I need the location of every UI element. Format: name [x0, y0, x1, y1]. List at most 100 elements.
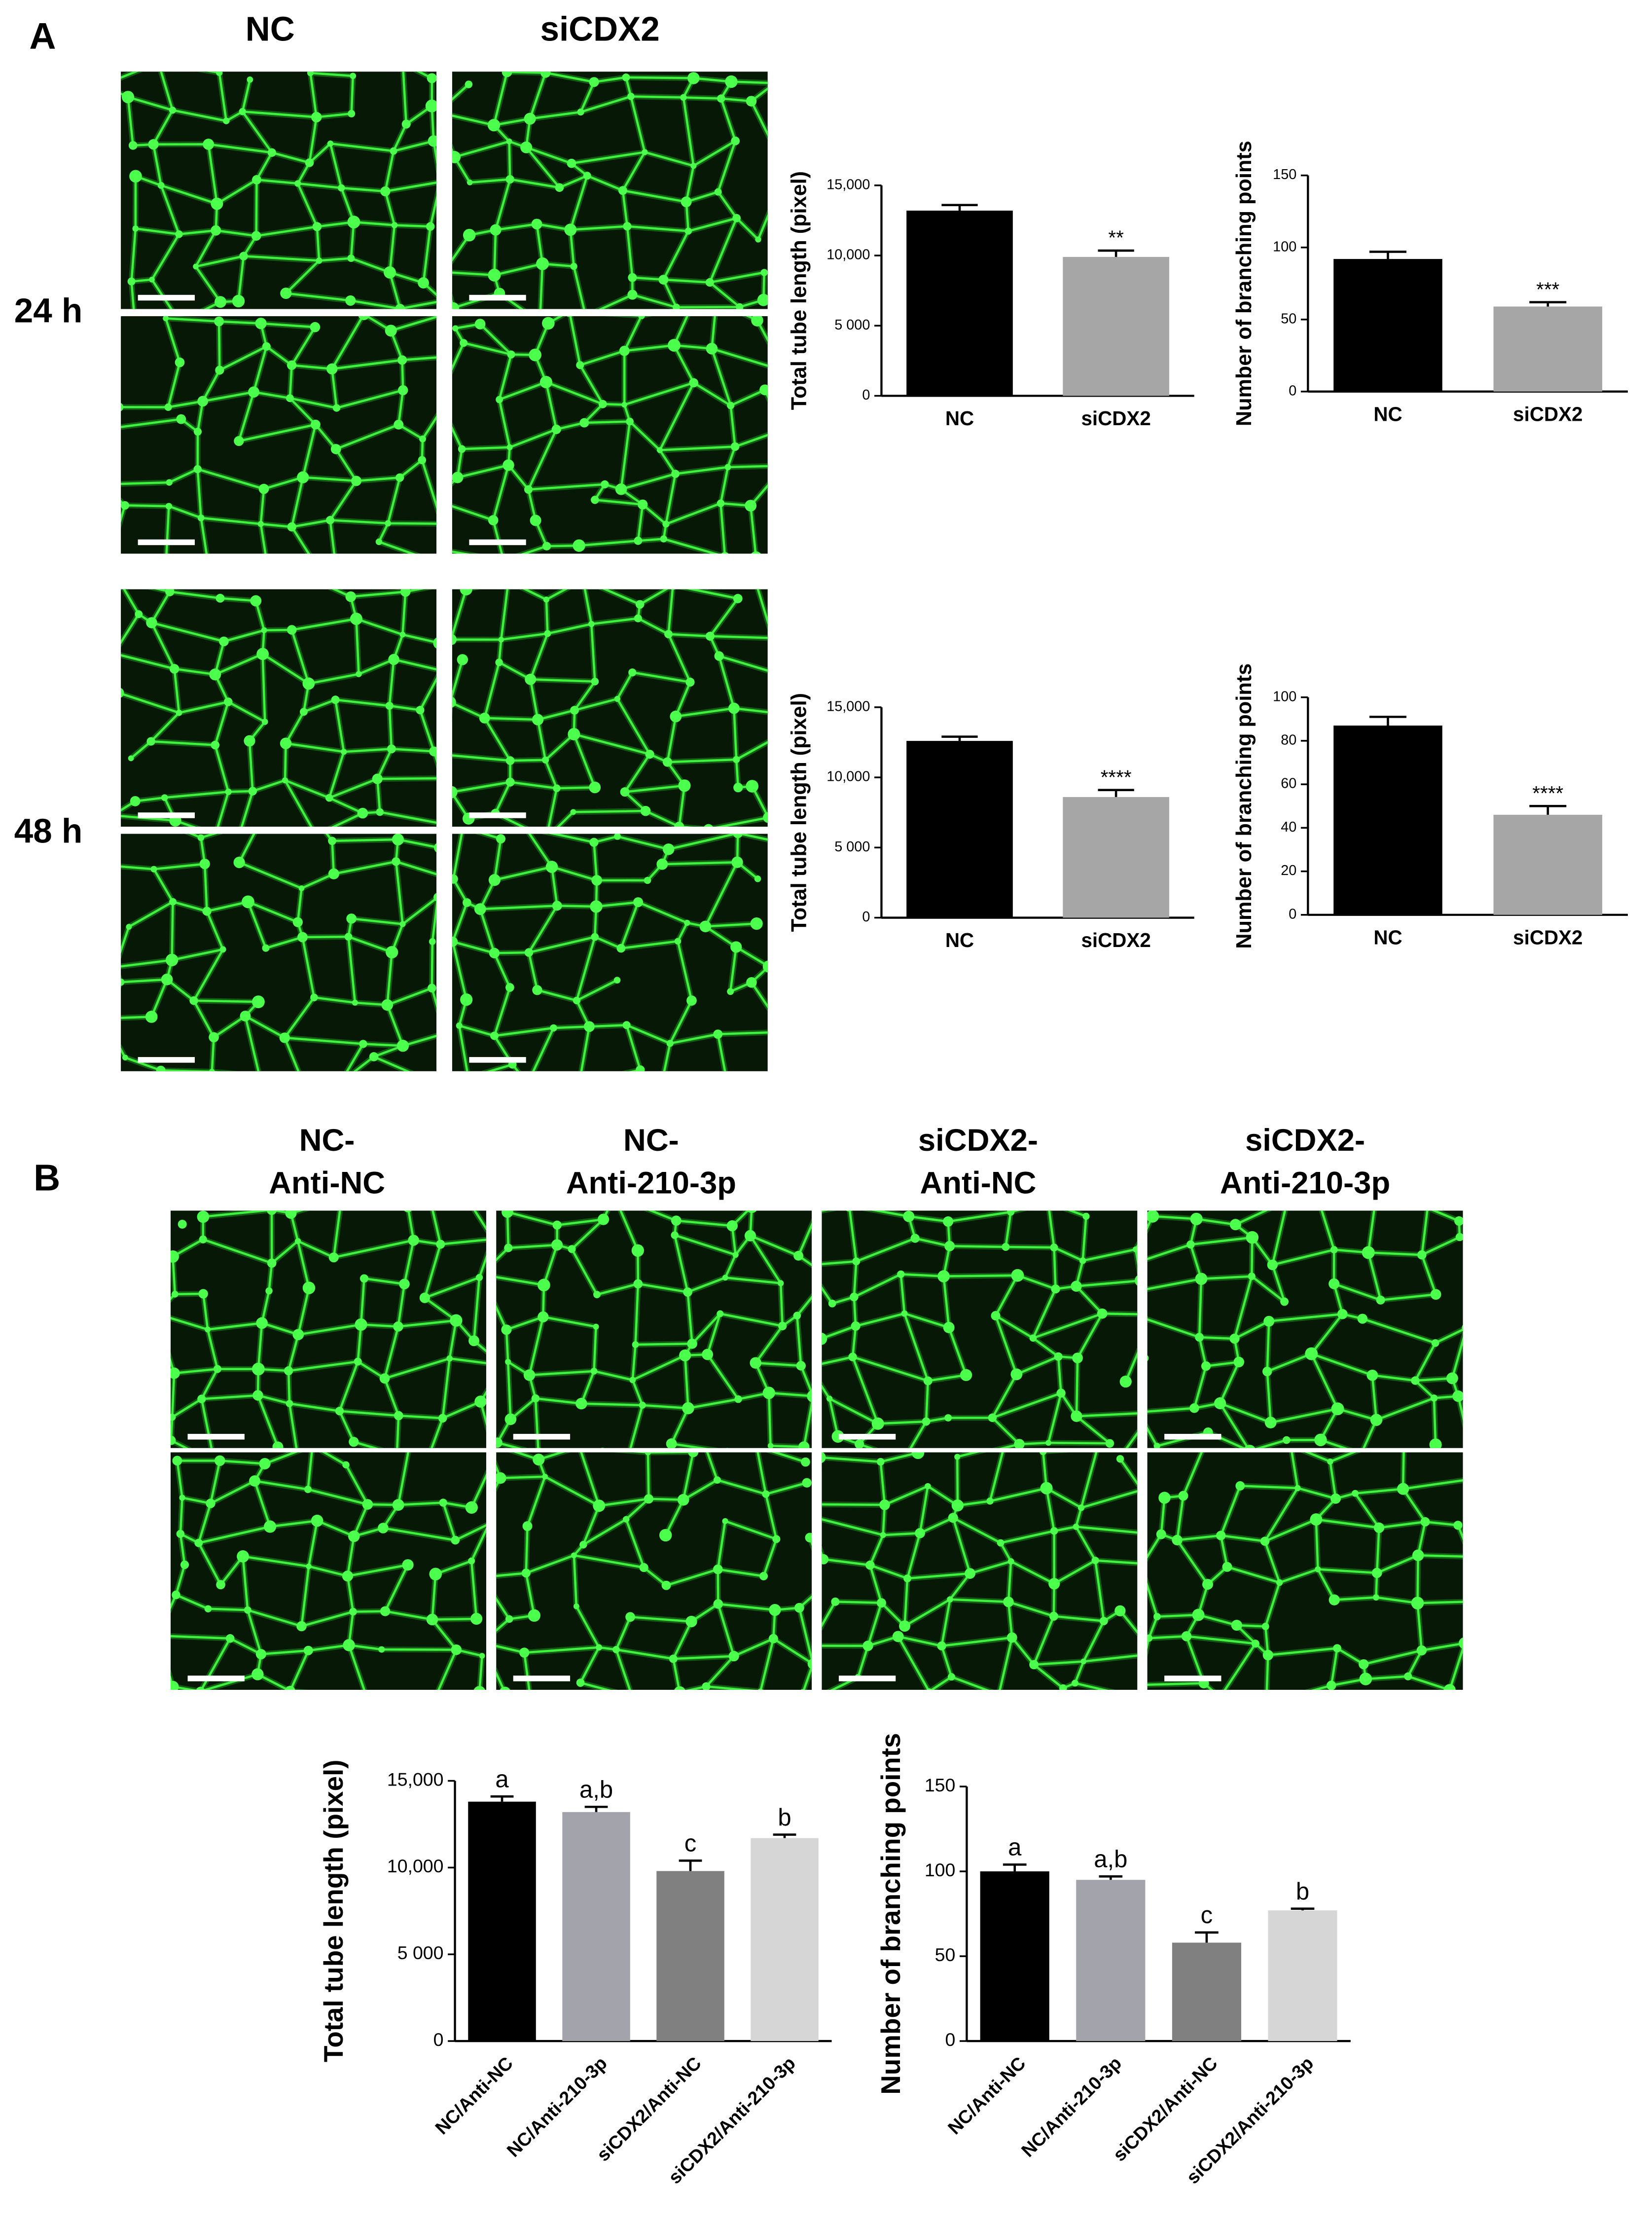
node [520, 141, 533, 153]
node [150, 866, 157, 873]
node [1373, 1594, 1379, 1601]
node [1329, 1278, 1340, 1289]
node [1251, 1640, 1259, 1648]
node [598, 400, 607, 408]
node [573, 1603, 579, 1609]
node [169, 107, 177, 114]
node [450, 580, 456, 585]
significance-label: ** [1108, 226, 1124, 249]
node [342, 1570, 354, 1582]
node [256, 648, 269, 660]
node [593, 1291, 601, 1299]
node [628, 1693, 636, 1701]
node [395, 304, 405, 309]
node [722, 1518, 728, 1524]
node [479, 712, 490, 724]
node [568, 1245, 576, 1253]
node [800, 1689, 805, 1690]
node [193, 465, 202, 474]
tubes [496, 1452, 812, 1690]
node [505, 175, 514, 184]
node [1202, 1579, 1213, 1590]
node [489, 948, 500, 958]
node [251, 1362, 265, 1376]
node [948, 1513, 958, 1523]
node [146, 737, 155, 746]
x-tick-label: NC [1373, 403, 1402, 426]
micrograph [170, 1210, 486, 1448]
node [211, 740, 220, 750]
node [704, 824, 713, 827]
node [1263, 1315, 1275, 1327]
node [438, 545, 448, 555]
node [1071, 1280, 1082, 1292]
node [1430, 1394, 1438, 1402]
y-tick-label: 150 [1273, 167, 1296, 182]
node [311, 1514, 323, 1527]
micrograph [97, 72, 437, 309]
node [540, 72, 551, 78]
node [272, 1441, 284, 1448]
node [947, 1596, 953, 1603]
node [1466, 1439, 1477, 1451]
node [506, 444, 513, 450]
node [279, 1032, 290, 1043]
node [570, 706, 579, 715]
node [504, 1413, 517, 1425]
error-bar [1529, 804, 1567, 815]
node [1192, 1608, 1205, 1621]
node [685, 1615, 697, 1628]
node [392, 1499, 404, 1511]
node [1091, 1557, 1099, 1565]
node [658, 275, 669, 285]
node [233, 856, 245, 869]
node [778, 1321, 787, 1330]
scale-bar [513, 1676, 571, 1681]
node [944, 1414, 952, 1422]
node [1186, 1240, 1195, 1249]
node [991, 1311, 1001, 1320]
x-tick-label: NC [1373, 926, 1402, 948]
node [331, 695, 340, 704]
node [1195, 1333, 1204, 1342]
node [664, 630, 673, 639]
node [1471, 1472, 1483, 1485]
node [436, 1240, 445, 1249]
node [303, 1645, 313, 1655]
tubes [452, 316, 768, 554]
error-bar [1369, 251, 1406, 259]
node [500, 1686, 510, 1690]
node [772, 1535, 781, 1543]
bar [1333, 726, 1442, 915]
node [451, 1644, 462, 1655]
node [542, 317, 555, 330]
bar [906, 741, 1013, 918]
node [97, 79, 108, 91]
node [359, 1274, 369, 1283]
y-axis-title: Number of branching points [1232, 141, 1256, 426]
node [327, 140, 334, 147]
node [219, 636, 229, 647]
node [680, 94, 687, 101]
significance-label: **** [1532, 782, 1563, 804]
node [571, 1552, 577, 1559]
micrograph [496, 1210, 812, 1448]
node [358, 316, 370, 320]
y-axis-title: Total tube length (pixel) [788, 693, 811, 932]
node [1429, 1438, 1442, 1448]
node [255, 318, 267, 329]
node [286, 394, 294, 402]
node [170, 1367, 180, 1379]
node [570, 809, 576, 815]
node [507, 350, 515, 359]
node [801, 1698, 812, 1708]
node [727, 988, 734, 995]
node [877, 1458, 885, 1466]
node [668, 339, 681, 352]
node [618, 186, 627, 195]
node [223, 117, 230, 124]
bar [1268, 1910, 1337, 2042]
node [312, 561, 320, 569]
node [951, 1499, 964, 1512]
node [504, 577, 513, 585]
